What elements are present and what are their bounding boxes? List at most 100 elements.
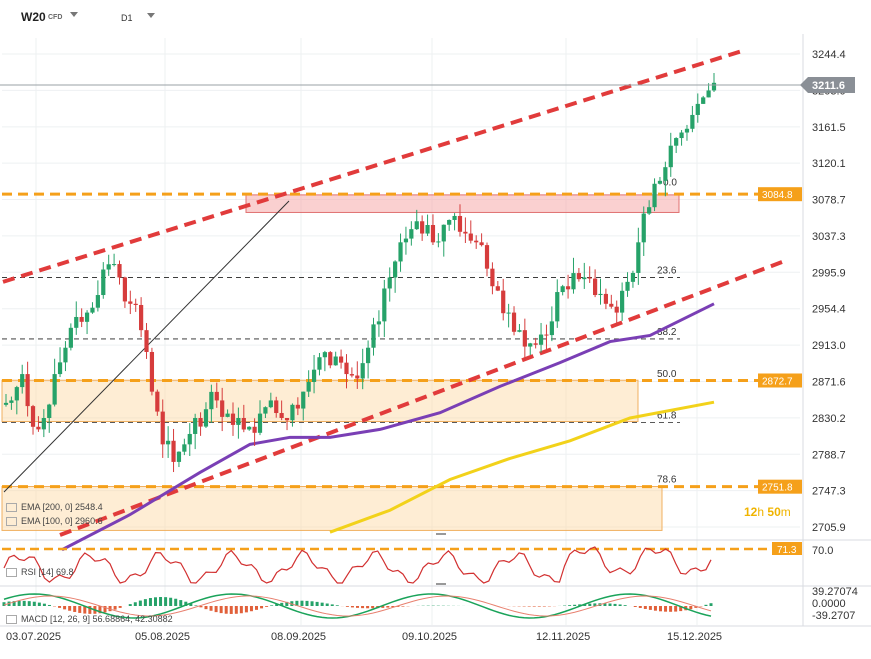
macd-histogram-bar [335, 605, 339, 606]
candle-body [166, 440, 171, 445]
macd-histogram-bar [189, 603, 193, 606]
symbol-type-label: CFD [48, 14, 63, 21]
candle-body [25, 374, 30, 407]
candle-body [490, 268, 495, 287]
candle-body [209, 391, 214, 410]
candle-body [90, 307, 95, 313]
candle-body [252, 426, 257, 433]
macd-histogram-bar [219, 606, 223, 614]
candle-body [295, 404, 300, 409]
price-tick-label: 2954.4 [812, 304, 846, 316]
ema100-legend[interactable]: EMA [100, 0] 2960.6 [6, 516, 103, 527]
macd-settings-icon[interactable] [6, 615, 17, 625]
candle-body [338, 356, 344, 363]
candle-body [403, 238, 409, 243]
macd-histogram-bar [320, 602, 324, 606]
candle-body [571, 273, 576, 290]
candle-body [193, 417, 198, 434]
macd-histogram-bar [249, 606, 253, 612]
candle-body [592, 278, 598, 296]
candle-body [603, 293, 609, 304]
candle-body [360, 363, 365, 379]
macd-histogram-bar [159, 597, 163, 606]
candle-body [176, 451, 182, 462]
ema100-settings-icon[interactable] [6, 517, 17, 527]
candle-body [117, 264, 122, 278]
macd-histogram-bar [229, 606, 233, 614]
macd-histogram-bar [643, 606, 647, 609]
level-tag-label: 2751.8 [762, 483, 793, 494]
candle-body [528, 343, 533, 347]
macd-histogram-bar [325, 603, 329, 606]
candle-body [549, 321, 554, 336]
candle-body [582, 277, 587, 280]
candle-body [225, 413, 230, 417]
macd-histogram-bar [401, 606, 405, 607]
timeframe-label[interactable]: D1 [121, 13, 133, 23]
macd-line [3, 593, 712, 619]
macd-histogram-bar [578, 604, 582, 606]
candle-body [30, 406, 36, 427]
macd-histogram-bar [244, 606, 248, 613]
candle-body [544, 334, 549, 336]
macd-histogram-bar [674, 606, 678, 612]
zone-rectangle [1, 379, 639, 423]
candle-body [111, 264, 117, 266]
price-tick-label: 3078.7 [812, 195, 846, 207]
macd-histogram-bar [255, 606, 258, 610]
macd-histogram-bar [113, 606, 117, 610]
price-tick-label: 2913.0 [812, 340, 846, 352]
timeframe-dropdown-icon[interactable] [147, 13, 155, 18]
candle-body [139, 304, 144, 331]
macd-value-2: 42.30882 [135, 614, 173, 624]
candle-body [284, 417, 290, 421]
level-tag [758, 373, 802, 388]
fib-label: 0.0 [663, 178, 677, 189]
macd-histogram-bar [300, 600, 304, 606]
candle-body [555, 292, 560, 322]
macd-histogram-bar [17, 600, 21, 606]
macd-histogram-bar [194, 605, 198, 606]
candle-body [328, 352, 333, 366]
candle-body [452, 215, 457, 220]
rsi-legend[interactable]: RSI [14] 69.8 [6, 567, 74, 578]
candle-body [711, 82, 717, 91]
candle-body [171, 440, 176, 462]
candle-body [63, 347, 68, 363]
candle-body [630, 272, 636, 282]
price-tick-label: 2995.9 [812, 267, 846, 279]
candle-body [41, 417, 46, 430]
rsi-level-tag-label: 71.3 [777, 545, 797, 556]
macd-histogram-bar [260, 606, 264, 609]
macd-histogram-bar [63, 606, 67, 610]
rsi-settings-icon[interactable] [6, 568, 17, 578]
symbol-dropdown-icon[interactable] [70, 12, 78, 17]
symbol-label[interactable]: W20 [21, 10, 46, 24]
macd-legend[interactable]: MACD [12, 26, 9] 56.68864, 42.30882 [6, 614, 173, 625]
candle-body [133, 303, 138, 305]
ema200-settings-icon[interactable] [6, 503, 17, 513]
candle-body [230, 413, 236, 425]
macd-histogram-bar [568, 605, 572, 606]
candle-body [52, 374, 57, 405]
candle-body [306, 381, 311, 392]
candle-body [657, 180, 663, 184]
fib-label: 78.6 [657, 475, 677, 486]
candle-body [393, 261, 398, 278]
macd-tick-label: -39.2707 [812, 610, 855, 622]
macd-histogram-bar [330, 604, 334, 606]
candle-body [652, 183, 657, 208]
macd-histogram-bar [371, 606, 375, 609]
candle-body [598, 293, 603, 296]
candle-body [74, 316, 79, 328]
candle-body [398, 242, 403, 262]
ema200-legend[interactable]: EMA [200, 0] 2548.4 [6, 502, 103, 513]
macd-tick-label: 39.27074 [812, 586, 858, 598]
macd-histogram-bar [164, 597, 168, 606]
candle-body [122, 277, 128, 302]
candle-body [187, 433, 192, 445]
candle-body [614, 306, 619, 313]
fib-label: 23.6 [657, 265, 677, 276]
